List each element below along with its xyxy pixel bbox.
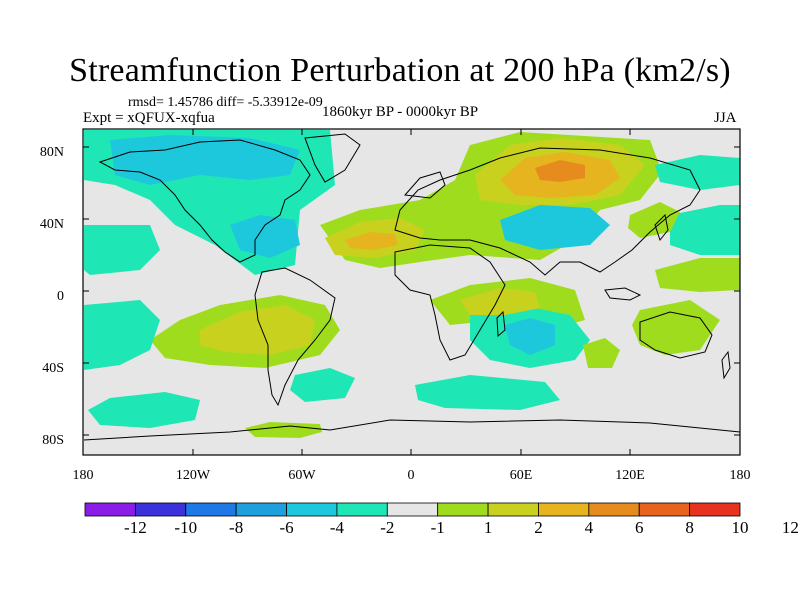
colorbar-swatch-3 [235,502,287,517]
anomaly-neg-indian-ocean-4 [505,318,555,355]
anomaly-neg-central-asia-4 [500,205,610,250]
lat-label-0: 0 [57,289,64,304]
coast-north-america [98,139,311,263]
anomaly-neg-north-pacific-east [670,205,740,255]
colorbar [84,502,741,517]
lon-label-180e: 180 [729,468,751,483]
colorbar-label-0: -12 [124,518,147,537]
colorbar-label-8: 2 [534,518,543,537]
anomaly-neg-northwest-pacific [84,225,160,275]
anomaly-neg-high-latitude-east [655,155,740,190]
axis-ticks [82,129,741,455]
anomaly-neg-mexico-4 [230,215,300,258]
coast-indonesia [604,287,642,301]
lat-label-40s: 40S [42,361,64,376]
colorbar-label-12: 10 [731,518,749,537]
lon-label-0: 0 [407,468,415,483]
coast-south-america [254,267,336,407]
colorbar-swatch-5 [336,502,388,517]
colorbar-swatch-0 [84,502,136,517]
colorbar-swatch-1 [134,502,187,517]
colorbar-label-11: 8 [685,518,694,537]
anomaly-neg-south-indian [415,375,560,410]
anomaly-pos-indian-east [583,338,620,368]
colorbar-label-6: -1 [430,518,445,537]
anomaly-pos-australia [632,300,720,355]
coastlines [83,133,740,441]
anomaly-pos-antarctic [245,422,322,438]
colorbar-label-4: -4 [329,518,345,537]
lon-label-60e: 60E [509,468,533,483]
colorbar-swatch-4 [286,502,338,517]
colorbar-label-5: -2 [380,518,395,537]
colorbar-swatch-10 [588,502,640,517]
coast-new-zealand [721,350,731,380]
lon-label-60w: 60W [288,468,316,483]
colorbar-label-2: -8 [229,518,244,537]
coast-greenland [304,133,361,183]
anomaly-neg-central-pacific [84,300,160,370]
lat-label-80n: 80N [39,145,64,160]
stats-text: rmsd= 1.45786 diff= -5.33912e-09 [128,95,323,110]
anomaly-pos-atlantic-6 [345,232,398,250]
lat-label-80s: 80S [42,433,64,448]
coast-europe-asia [394,147,701,276]
contour-fills [84,130,740,438]
lon-label-180w: 180 [72,468,94,483]
coast-madagascar [496,310,506,338]
anomaly-neg-north-america-4 [110,135,300,185]
anomaly-pos-south-america-4 [200,305,315,355]
anomaly-pos-siberia-8 [535,160,585,182]
anomaly-pos-west-pacific [655,258,740,292]
coast-japan [654,213,669,242]
plot-title: Streamfunction Perturbation at 200 hPa (… [69,52,731,89]
coast-australia [639,311,713,359]
colorbar-label-10: 6 [634,518,644,537]
colorbar-swatch-8 [487,502,539,517]
anomaly-neg-south-pacific [88,392,200,428]
colorbar-label-1: -10 [174,518,198,537]
coast-antarctica [83,419,740,441]
colorbar-label-13: 12 [781,518,799,537]
colorbar-label-7: 1 [483,518,493,537]
colorbar-swatch-12 [689,502,741,517]
anomaly-pos-south-africa-4 [460,288,540,315]
colorbar-label-9: 4 [584,518,594,537]
coast-africa [394,244,506,361]
coast-scandinavia [403,171,446,199]
colorbar-label-3: -6 [279,518,294,537]
season-label: JJA [714,110,737,126]
colorbar-swatch-6 [386,502,439,517]
anomaly-neg-south-atlantic [290,368,355,402]
period-label: 1860kyr BP - 0000kyr BP [322,104,479,120]
lat-label-40n: 40N [39,217,64,232]
colorbar-swatch-9 [538,502,590,517]
colorbar-swatch-7 [437,502,489,517]
lon-label-120e: 120E [615,468,645,483]
anomaly-pos-east-asia [628,202,680,238]
colorbar-swatch-2 [185,502,237,517]
lon-label-120w: 120W [175,468,211,483]
experiment-label: Expt = xQFUX-xqfua [83,110,215,126]
colorbar-swatch-11 [638,502,691,517]
